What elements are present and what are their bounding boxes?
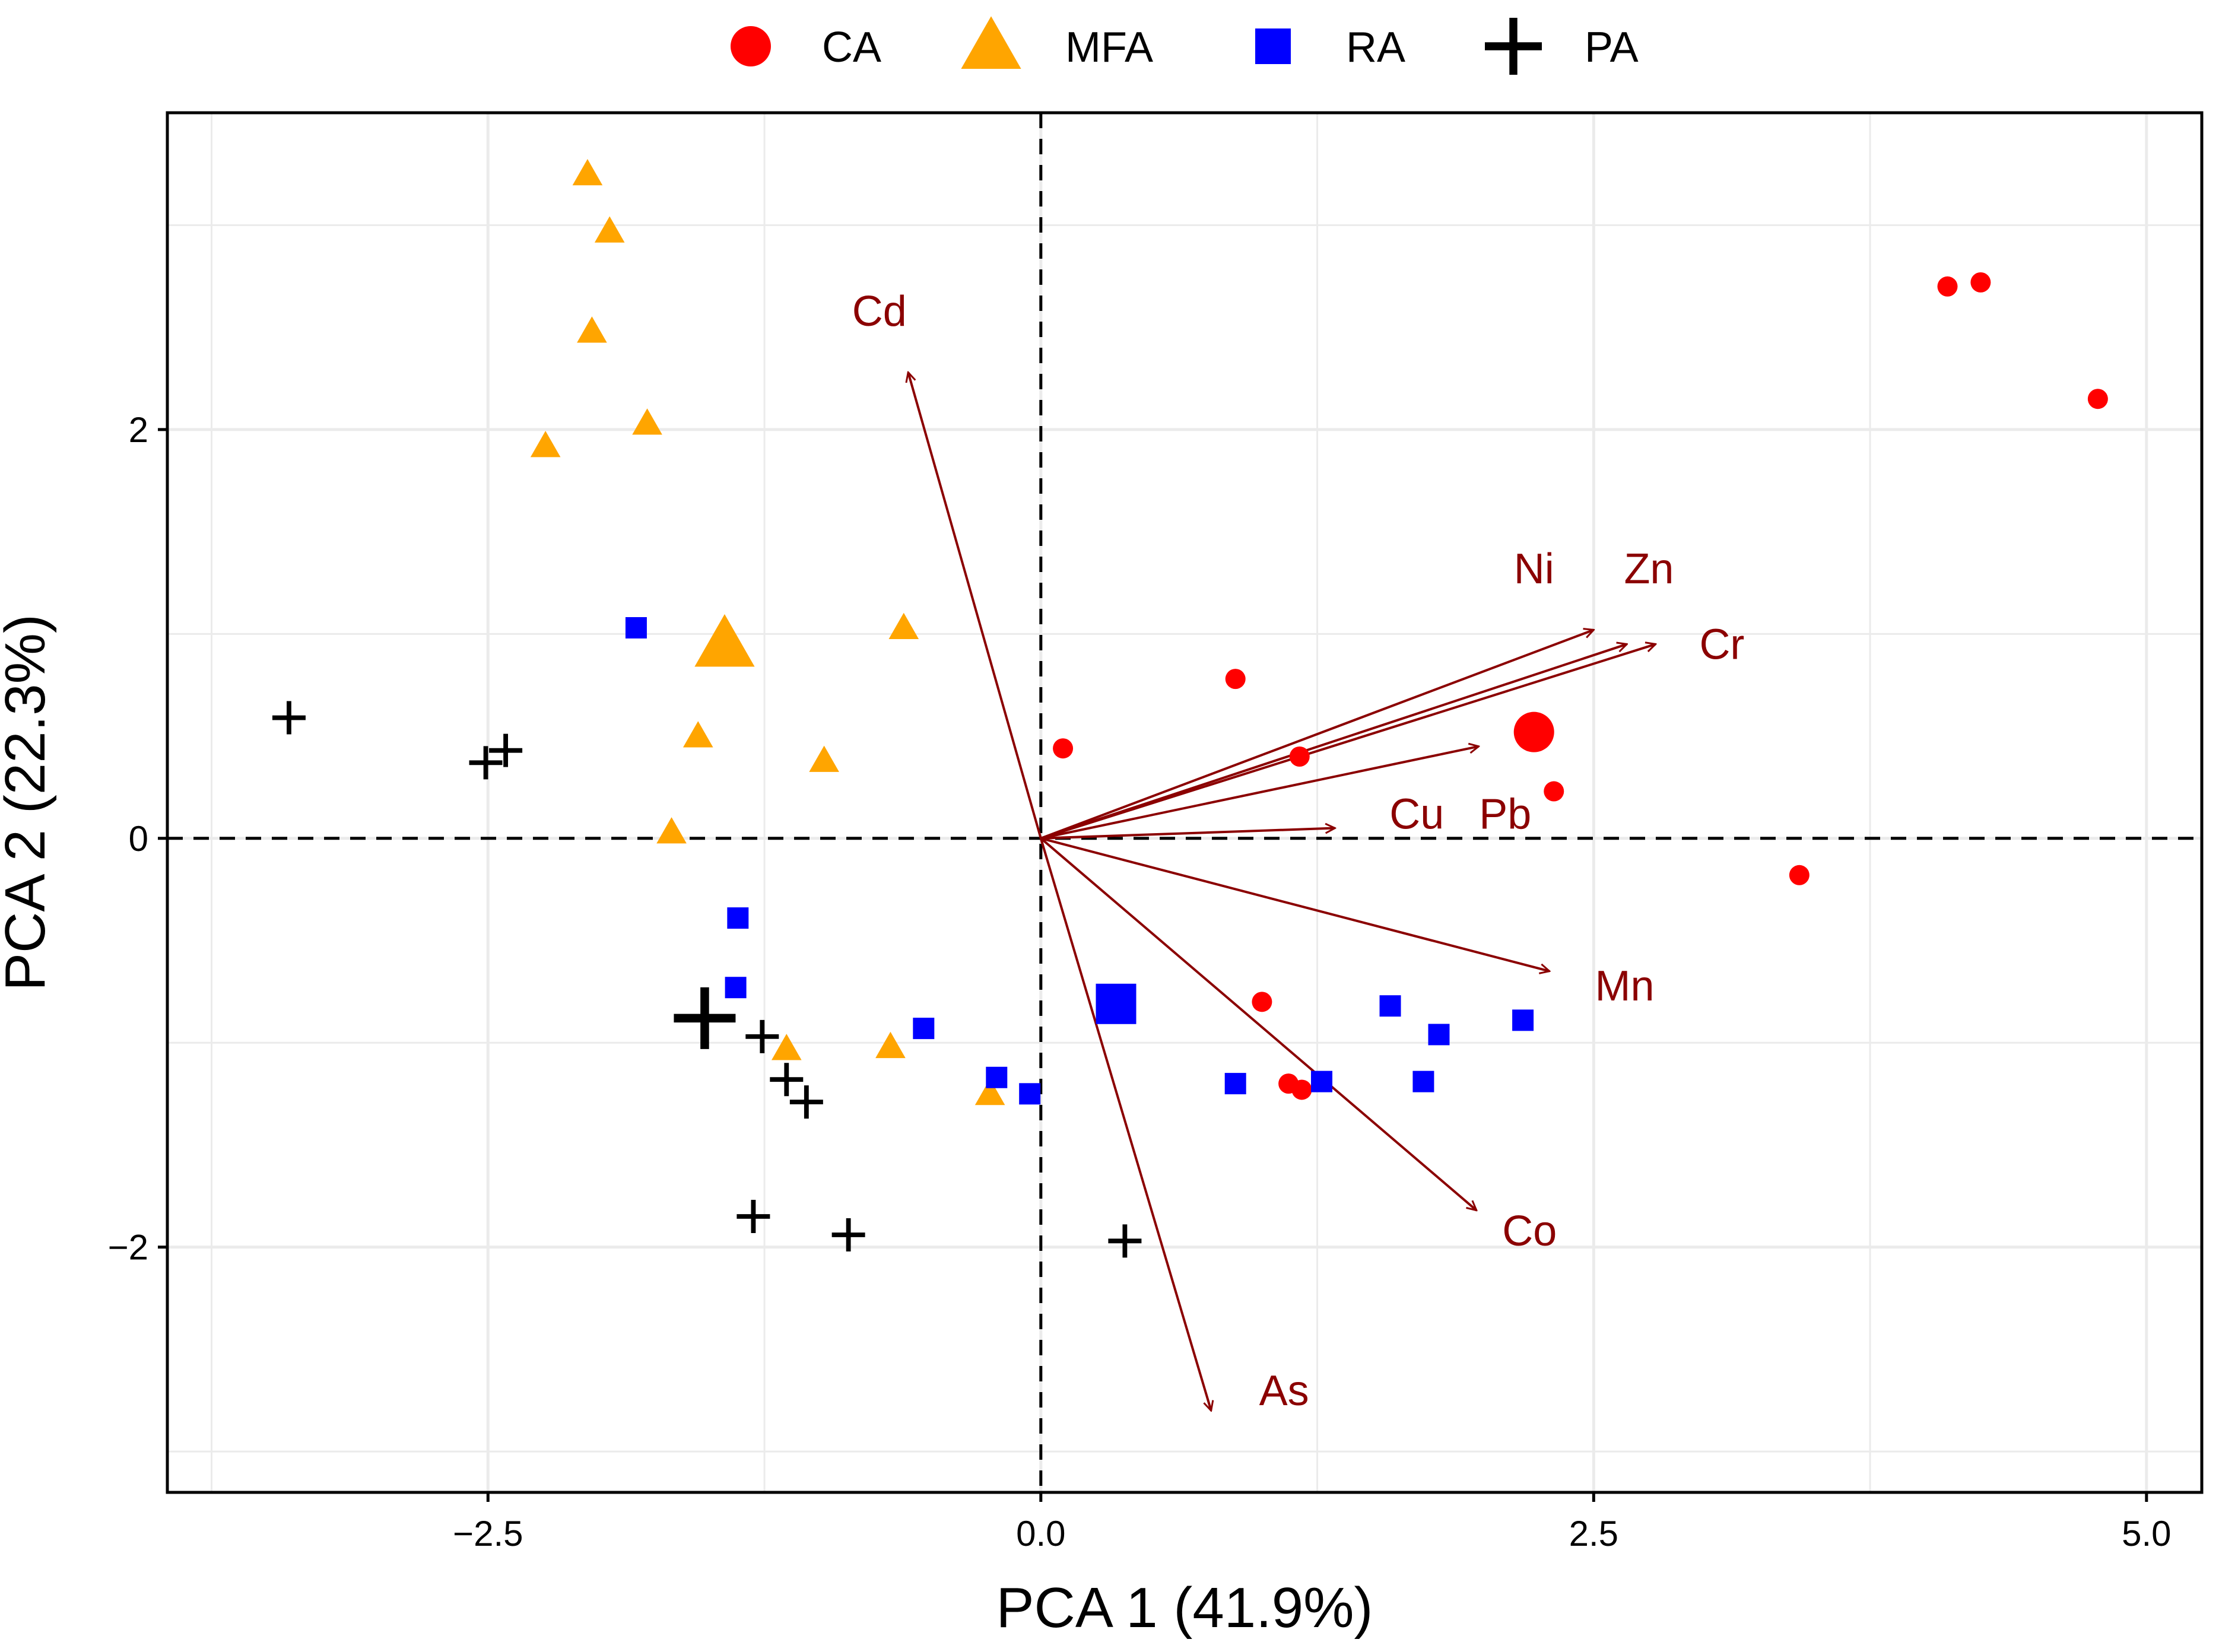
- x-tick-label: 0.0: [1016, 1514, 1065, 1553]
- legend-key-pa: [1485, 18, 1542, 75]
- grid-lines: [167, 113, 2202, 1492]
- legend: CA MFA RA PA: [731, 16, 1639, 75]
- pa-point: [770, 1063, 804, 1097]
- loading-label-co: Co: [1502, 1208, 1557, 1255]
- mfa-point: [577, 316, 607, 343]
- legend-item-ca: CA: [731, 24, 881, 71]
- y-axis-title: PCA 2 (22.3%): [0, 614, 57, 991]
- ca-point: [1225, 669, 1246, 690]
- ca-point: [2087, 389, 2108, 409]
- data-points: [272, 159, 2108, 1258]
- pa-point: [737, 1200, 770, 1233]
- ra-centroid: [1096, 983, 1137, 1024]
- pa-point: [489, 733, 523, 767]
- mfa-point: [530, 431, 561, 458]
- ra-point: [625, 617, 647, 638]
- loading-vector-cr: [1040, 644, 1656, 840]
- legend-label-ca: CA: [822, 24, 881, 71]
- loading-label-ni: Ni: [1514, 545, 1554, 593]
- legend-item-mfa: MFA: [961, 16, 1153, 71]
- legend-key-ca: [731, 26, 771, 66]
- pa-point: [272, 701, 306, 735]
- pa-point: [469, 746, 503, 780]
- ra-point: [1379, 995, 1401, 1017]
- mfa-point: [888, 612, 919, 639]
- legend-item-pa: PA: [1485, 18, 1639, 75]
- ra-point: [913, 1018, 935, 1040]
- panel-border: [166, 111, 2204, 1494]
- loading-label-as: As: [1259, 1367, 1309, 1415]
- legend-label-pa: PA: [1585, 24, 1639, 71]
- ra-point: [1428, 1024, 1450, 1046]
- mfa-point: [632, 408, 662, 435]
- loading-label-pb: Pb: [1479, 790, 1531, 838]
- ra-point: [986, 1066, 1008, 1088]
- pa-point: [789, 1085, 823, 1119]
- ra-point: [1224, 1073, 1246, 1095]
- ra-point: [1311, 1070, 1333, 1092]
- ca-point: [1937, 276, 1958, 297]
- loading-vector-as: [1039, 838, 1211, 1410]
- ra-point: [1512, 1009, 1534, 1031]
- legend-label-ra: RA: [1346, 24, 1405, 71]
- ra-point: [1412, 1070, 1434, 1092]
- axis-ticks: −2.5 0.0 2.5 5.0 −2 0 2: [108, 410, 2172, 1553]
- mfa-centroid: [694, 614, 755, 667]
- x-tick-label: 5.0: [2122, 1514, 2171, 1553]
- pa-point: [831, 1218, 865, 1251]
- loading-vector-cd: [908, 372, 1042, 839]
- legend-key-ra: [1255, 28, 1291, 64]
- ca-point: [1291, 1079, 1312, 1100]
- ca-point: [1289, 746, 1310, 767]
- loading-vector-ni: [1040, 630, 1594, 840]
- ca-point: [1053, 738, 1074, 759]
- mfa-point: [809, 745, 839, 772]
- mfa-point: [974, 1079, 1005, 1105]
- pa-point: [745, 1019, 779, 1053]
- mfa-point: [594, 216, 625, 243]
- pa-point: [1108, 1224, 1142, 1258]
- loading-label-cu: Cu: [1389, 790, 1444, 838]
- x-tick-label: −2.5: [453, 1514, 523, 1553]
- mfa-point: [572, 159, 603, 186]
- mfa-point: [682, 721, 713, 748]
- loading-label-zn: Zn: [1624, 545, 1674, 593]
- reference-lines: [167, 113, 2202, 1492]
- legend-key-mfa: [961, 16, 1021, 69]
- ca-point: [1970, 272, 1991, 293]
- loading-label-cr: Cr: [1699, 621, 1744, 669]
- legend-item-ra: RA: [1255, 24, 1405, 71]
- x-tick-label: 2.5: [1569, 1514, 1618, 1553]
- loading-vector-co: [1040, 837, 1477, 1211]
- loading-label-mn: Mn: [1595, 962, 1654, 1010]
- mfa-point: [875, 1031, 906, 1059]
- ra-point: [727, 907, 749, 929]
- legend-label-mfa: MFA: [1065, 24, 1153, 71]
- mfa-point: [656, 817, 687, 844]
- loading-vector-mn: [1040, 837, 1550, 971]
- loading-labels: Cd Ni Zn Cr Pb Cu Mn Co As: [852, 288, 1745, 1415]
- loading-label-cd: Cd: [852, 288, 907, 335]
- ra-point: [1019, 1083, 1041, 1105]
- pa-centroid: [674, 987, 736, 1049]
- ca-centroid: [1513, 711, 1554, 752]
- x-axis-title: PCA 1 (41.9%): [996, 1576, 1373, 1640]
- y-tick-label: 2: [129, 410, 148, 450]
- y-tick-label: 0: [129, 819, 148, 859]
- ca-point: [1252, 992, 1272, 1012]
- loading-vectors: [908, 372, 1655, 1410]
- ca-point: [1789, 865, 1810, 885]
- loading-vector-pb: [1040, 746, 1479, 840]
- loading-vector-cu: [1040, 828, 1335, 840]
- mfa-point: [772, 1034, 802, 1060]
- y-tick-label: −2: [108, 1228, 148, 1267]
- loading-vector-zn: [1040, 644, 1627, 840]
- ca-point: [1544, 781, 1564, 802]
- ra-point: [725, 977, 747, 999]
